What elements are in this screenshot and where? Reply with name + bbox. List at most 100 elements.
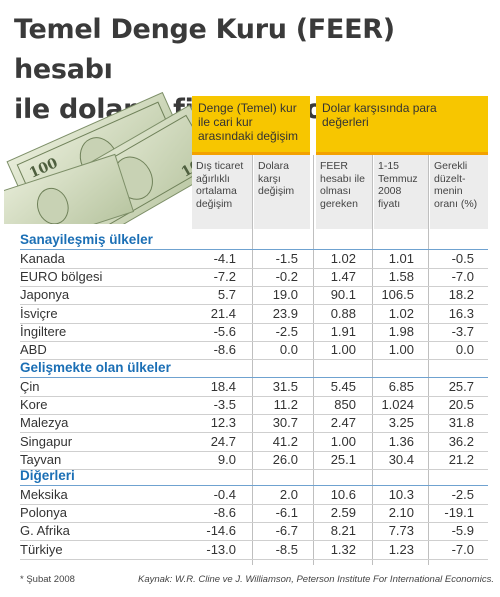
country-name: Singapur — [20, 433, 73, 449]
header-underline — [316, 152, 488, 155]
row-divider — [20, 558, 488, 560]
table-row: Malezya 12.3 30.7 2.47 3.25 31.8 — [0, 414, 500, 432]
table-cell: 36.2 — [448, 433, 474, 449]
table-row: Tayvan 9.0 26.0 25.1 30.4 21.2 — [0, 451, 500, 469]
table-cell: 21.2 — [448, 451, 474, 467]
table-cell: -6.7 — [275, 523, 298, 539]
table-cell: 0.0 — [279, 342, 298, 357]
title-line-1: Temel Denge Kuru (FEER) hesabı — [14, 14, 395, 85]
table-cell: 90.1 — [330, 287, 356, 303]
row-divider — [20, 414, 488, 416]
table-cell: 1.00 — [330, 433, 356, 449]
row-divider — [20, 268, 488, 269]
table-row: Çin 18.4 31.5 5.45 6.85 25.7 — [0, 378, 500, 396]
country-name: Malezya — [20, 415, 69, 431]
group-label: Sanayileşmiş ülkeler — [20, 232, 153, 247]
table-cell: -6.1 — [275, 505, 298, 521]
country-name: Kanada — [20, 251, 65, 266]
table-cell: 7.73 — [388, 523, 414, 539]
group-divider — [20, 377, 488, 378]
country-name: Tayvan — [20, 451, 62, 467]
table-cell: 16.3 — [448, 305, 474, 321]
column-divider — [313, 155, 314, 565]
table-row: Polonya -8.6 -6.1 2.59 2.10 -19.1 — [0, 504, 500, 522]
table-cell: 18.2 — [448, 287, 474, 303]
table-cell: -3.7 — [451, 323, 474, 339]
table-row: Türkiye -13.0 -8.5 1.32 1.23 -7.0 — [0, 541, 500, 559]
table-cell: 1.58 — [388, 269, 414, 285]
group-label: Gelişmekte olan ülkeler — [20, 360, 171, 375]
table-row: EURO bölgesi -7.2 -0.2 1.47 1.58 -7.0 — [0, 268, 500, 286]
group-label: Diğerleri — [20, 468, 75, 483]
country-name: Çin — [20, 379, 40, 394]
table-cell: 21.4 — [210, 305, 236, 321]
country-name: Meksika — [20, 487, 68, 502]
table-cell: -7.0 — [451, 541, 474, 557]
country-name: Polonya — [20, 505, 67, 521]
row-divider — [20, 432, 488, 434]
table-cell: -14.6 — [206, 523, 236, 539]
row-divider — [20, 304, 488, 306]
table-cell: 1.36 — [388, 433, 414, 449]
table-row: Kanada -4.1 -1.5 1.02 1.01 -0.5 — [0, 250, 500, 268]
table-cell: 1.32 — [330, 541, 356, 557]
table-cell: 5.45 — [330, 379, 356, 394]
table-cell: 2.47 — [330, 415, 356, 431]
table-cell: 18.4 — [210, 379, 236, 394]
table-cell: 19.0 — [272, 287, 298, 303]
column-divider — [252, 155, 253, 565]
table-cell: -8.6 — [213, 505, 236, 521]
table-cell: -2.5 — [451, 487, 474, 502]
table-cell: -8.6 — [213, 342, 236, 357]
table-cell: 12.3 — [210, 415, 236, 431]
table-cell: 11.2 — [273, 397, 298, 413]
table-cell: 41.2 — [272, 433, 298, 449]
table-cell: 9.0 — [217, 451, 236, 467]
table-cell: -8.5 — [275, 541, 298, 557]
column-header-correction-rate: Gerekli düzelt-menin oranı (%) — [430, 155, 488, 229]
table-cell: 106.5 — [381, 287, 414, 303]
table-cell: -2.5 — [275, 323, 298, 339]
header-group-change: Denge (Temel) kur ile cari kur arasındak… — [192, 96, 310, 152]
table-cell: -0.5 — [451, 251, 474, 266]
table-row: ABD -8.6 0.0 1.00 1.00 0.0 — [0, 341, 500, 359]
column-header-july-2008-price: 1-15 Temmuz 2008 fiyatı — [374, 155, 428, 229]
table-row: Japonya 5.7 19.0 90.1 106.5 18.2 — [0, 286, 500, 304]
table-cell: 1.23 — [388, 541, 414, 557]
table-cell: 1.00 — [388, 342, 414, 357]
table-cell: 8.21 — [330, 523, 356, 539]
column-header-feer-value: FEER hesabı ile olması gereken — [316, 155, 372, 229]
table-cell: -5.6 — [213, 323, 236, 339]
country-name: İsviçre — [20, 305, 58, 321]
table-cell: 2.10 — [388, 505, 414, 521]
table-cell: 3.25 — [388, 415, 414, 431]
table-cell: -5.9 — [451, 523, 474, 539]
table-cell: 1.024 — [381, 397, 414, 413]
footnote: * Şubat 2008 — [20, 574, 75, 585]
table-row: İngiltere -5.6 -2.5 1.91 1.98 -3.7 — [0, 323, 500, 341]
table-cell: 30.4 — [388, 451, 414, 467]
row-divider — [20, 504, 488, 505]
table-cell: -7.0 — [451, 269, 474, 285]
dollar-bills-icon: 100 100 100 100 — [4, 92, 204, 224]
table-row: Kore -3.5 11.2 850 1.024 20.5 — [0, 396, 500, 414]
table-cell: 850 — [334, 397, 356, 413]
column-divider — [428, 155, 429, 565]
table-cell: 1.91 — [330, 323, 356, 339]
table-cell: -3.5 — [213, 397, 236, 413]
table-row: Singapur 24.7 41.2 1.00 1.36 36.2 — [0, 433, 500, 451]
table-cell: -1.5 — [275, 251, 298, 266]
table-cell: 1.02 — [388, 305, 414, 321]
row-divider — [20, 450, 488, 452]
country-name: İngiltere — [20, 323, 67, 339]
table-cell: 1.98 — [388, 323, 414, 339]
table-cell: -0.4 — [213, 487, 236, 502]
table-cell: 31.5 — [272, 379, 298, 394]
table-row: Meksika -0.4 2.0 10.6 10.3 -2.5 — [0, 486, 500, 504]
country-name: Kore — [20, 397, 48, 413]
row-divider — [20, 286, 488, 288]
table-cell: 1.01 — [388, 251, 414, 266]
table-cell: 10.6 — [330, 487, 356, 502]
row-divider — [20, 340, 488, 342]
group-divider — [20, 249, 488, 250]
